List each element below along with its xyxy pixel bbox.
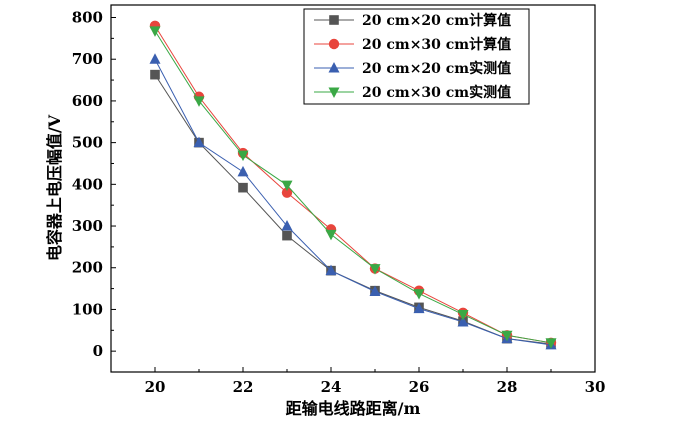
data-point xyxy=(369,264,381,275)
data-point xyxy=(369,285,381,297)
y-tick-label: 600 xyxy=(72,92,103,110)
legend-item: 20 cm×20 cm计算值 xyxy=(314,12,511,29)
legend-label: 20 cm×30 cm计算值 xyxy=(362,36,511,53)
y-tick-label: 400 xyxy=(72,175,103,193)
series-line xyxy=(154,74,552,345)
legend-item: 20 cm×20 cm实测值 xyxy=(314,60,511,77)
x-tick-label: 24 xyxy=(321,378,342,396)
data-point xyxy=(237,165,249,177)
data-point xyxy=(193,96,205,107)
series-line xyxy=(154,25,552,344)
y-tick-label: 200 xyxy=(72,259,103,277)
legend-box xyxy=(303,8,530,105)
data-point xyxy=(325,229,337,241)
data-point xyxy=(281,220,293,231)
plot-frame xyxy=(110,4,596,373)
y-axis-label: 电容器上电压幅值/V xyxy=(45,114,64,261)
legend-label: 20 cm×20 cm计算值 xyxy=(362,12,511,29)
series-4 xyxy=(149,26,557,349)
y-tick-label: 800 xyxy=(72,9,103,27)
data-point xyxy=(149,26,161,37)
legend-item: 20 cm×30 cm实测值 xyxy=(314,84,511,101)
legend: 20 cm×20 cm计算值 20 cm×30 cm计算值 20 cm×20 cm实… xyxy=(303,8,530,105)
x-tick-label: 22 xyxy=(233,378,254,396)
series-line xyxy=(154,58,552,346)
x-tick-label: 30 xyxy=(585,378,606,396)
legend-marker xyxy=(328,38,340,50)
y-tick-label: 500 xyxy=(72,134,103,152)
data-point xyxy=(545,338,557,349)
data-point xyxy=(282,230,292,241)
data-point xyxy=(501,330,513,342)
data-point xyxy=(237,150,249,162)
legend-item: 20 cm×30 cm计算值 xyxy=(314,36,511,53)
data-point xyxy=(281,187,293,198)
y-tick-label: 700 xyxy=(72,50,103,68)
data-point xyxy=(238,182,248,193)
data-point xyxy=(457,309,469,321)
y-tick-label: 300 xyxy=(72,217,103,235)
legend-marker xyxy=(328,87,340,98)
data-point xyxy=(413,289,425,300)
data-point xyxy=(281,180,293,192)
y-axis: 0 100 200 300 400 500 600 700 800 xyxy=(72,9,116,360)
x-tick-label: 28 xyxy=(497,378,518,396)
data-point xyxy=(193,136,205,148)
x-tick-label: 26 xyxy=(409,378,430,396)
data-point xyxy=(325,264,337,276)
data-point xyxy=(413,302,425,314)
y-tick-label: 100 xyxy=(72,300,103,318)
legend-label: 20 cm×20 cm实测值 xyxy=(362,60,511,77)
y-tick-label: 0 xyxy=(93,342,103,360)
legend-label: 20 cm×30 cm实测值 xyxy=(362,84,511,101)
x-axis-label: 距输电线路距离/m xyxy=(286,399,421,418)
series-layer xyxy=(149,20,557,350)
x-tick-label: 20 xyxy=(145,378,166,396)
data-point xyxy=(457,315,469,327)
legend-marker xyxy=(328,62,340,73)
legend-marker xyxy=(329,15,339,25)
data-point xyxy=(149,53,161,64)
data-point xyxy=(150,69,160,80)
x-axis: 20 22 24 26 28 30 xyxy=(145,367,606,396)
series-line xyxy=(154,30,552,344)
